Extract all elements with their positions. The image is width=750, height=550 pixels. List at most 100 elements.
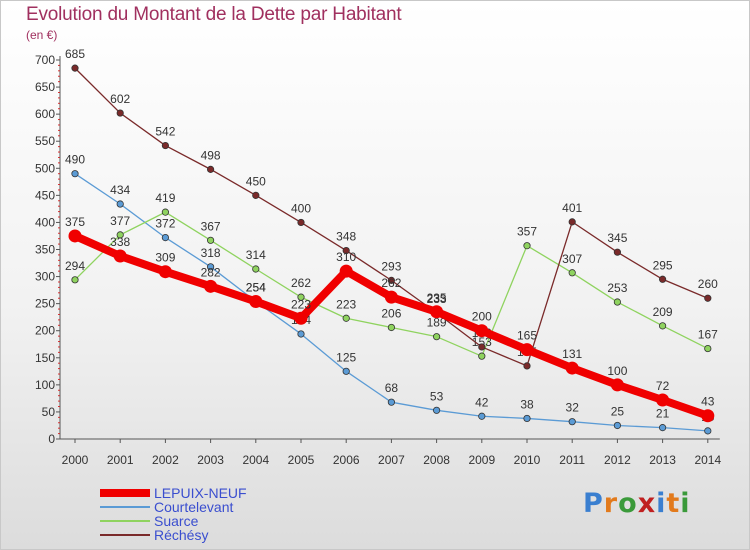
data-label-r-ch-sy: 542: [155, 125, 175, 139]
data-point-r-ch-sy: [658, 275, 667, 283]
y-tick-label: 0: [48, 432, 55, 446]
x-tick-label: 2007: [378, 453, 405, 467]
data-label-suarce: 262: [291, 276, 311, 290]
data-label-lepuix-neuf: 43: [701, 395, 715, 409]
y-tick-label: 300: [35, 270, 55, 284]
y-tick-label: 250: [35, 297, 55, 311]
data-label-r-ch-sy: 450: [246, 174, 266, 188]
legend-swatch: [100, 520, 150, 522]
y-tick-label: 150: [35, 351, 55, 365]
y-tick-label: 650: [35, 80, 55, 94]
data-point-courtelevant: [568, 418, 576, 426]
legend-item: Réchésy: [100, 527, 320, 543]
data-label-suarce: 253: [607, 281, 627, 295]
data-point-lepuix-neuf: [656, 393, 670, 407]
data-label-lepuix-neuf: 309: [155, 251, 175, 265]
data-point-lepuix-neuf: [113, 249, 127, 263]
data-label-lepuix-neuf: 262: [381, 276, 401, 290]
y-tick-label: 700: [35, 53, 55, 67]
x-tick-label: 2006: [333, 453, 360, 467]
data-point-r-ch-sy: [568, 218, 576, 226]
data-point-courtelevant: [523, 414, 531, 423]
x-tick-label: 2012: [604, 453, 631, 467]
legend-swatch: [100, 534, 150, 536]
data-point-suarce: [71, 276, 79, 284]
data-label-suarce: 189: [427, 316, 447, 330]
x-tick-label: 2000: [62, 453, 89, 467]
data-point-courtelevant: [658, 424, 667, 432]
data-label-suarce: 206: [381, 306, 401, 320]
x-tick-label: 2013: [649, 453, 676, 467]
data-point-suarce: [432, 333, 441, 341]
data-point-courtelevant: [704, 427, 712, 435]
data-label-r-ch-sy: 602: [110, 92, 130, 106]
data-point-suarce: [116, 231, 124, 239]
logo-letter: r: [603, 488, 619, 519]
logo-letter: i: [656, 488, 667, 519]
data-point-suarce: [658, 322, 667, 330]
data-label-courtelevant: 372: [155, 217, 175, 231]
x-tick-label: 2011: [559, 453, 585, 467]
data-point-courtelevant: [116, 200, 124, 208]
data-label-lepuix-neuf: 375: [65, 215, 85, 229]
data-label-lepuix-neuf: 282: [201, 265, 221, 279]
data-label-lepuix-neuf: 310: [336, 250, 356, 264]
data-point-r-ch-sy: [71, 64, 79, 72]
data-label-courtelevant: 254: [246, 280, 266, 294]
data-label-r-ch-sy: 260: [698, 277, 718, 291]
data-point-lepuix-neuf: [68, 229, 82, 243]
data-label-lepuix-neuf: 100: [607, 364, 627, 378]
data-point-courtelevant: [387, 398, 395, 406]
data-label-suarce: 294: [65, 259, 85, 273]
y-tick-label: 350: [35, 243, 55, 257]
x-tick-label: 2005: [288, 453, 315, 467]
data-point-suarce: [161, 208, 169, 216]
x-tick-label: 2003: [197, 453, 224, 467]
data-point-lepuix-neuf: [701, 409, 715, 423]
data-label-suarce: 367: [201, 219, 221, 233]
legend-label: Courtelevant: [154, 499, 234, 515]
y-tick-label: 400: [35, 215, 55, 229]
data-point-lepuix-neuf: [565, 361, 579, 375]
data-point-suarce: [568, 269, 576, 277]
data-label-courtelevant: 53: [430, 389, 444, 403]
data-point-courtelevant: [342, 367, 350, 375]
data-label-suarce: 377: [110, 214, 130, 228]
data-label-suarce: 223: [336, 297, 356, 311]
legend-item: Suarce: [100, 513, 320, 529]
data-point-suarce: [297, 293, 305, 301]
data-point-lepuix-neuf: [339, 264, 353, 278]
data-label-r-ch-sy: 400: [291, 201, 311, 215]
chart-title: Evolution du Montant de la Dette par Hab…: [26, 4, 402, 25]
data-label-lepuix-neuf: 338: [110, 235, 130, 249]
data-label-lepuix-neuf: 72: [656, 379, 670, 393]
x-tick-label: 2010: [514, 453, 541, 467]
data-point-r-ch-sy: [161, 141, 169, 150]
data-point-r-ch-sy: [704, 294, 712, 302]
data-label-suarce: 357: [517, 225, 537, 239]
data-point-courtelevant: [297, 330, 305, 338]
data-point-courtelevant: [478, 412, 486, 420]
data-point-r-ch-sy: [613, 248, 622, 256]
data-label-courtelevant: 318: [201, 246, 221, 260]
y-tick-label: 200: [35, 324, 55, 338]
y-tick-label: 100: [35, 378, 55, 392]
data-point-lepuix-neuf: [249, 294, 263, 308]
legend-label: Réchésy: [154, 527, 209, 543]
data-label-lepuix-neuf: 235: [427, 291, 447, 305]
data-point-lepuix-neuf: [430, 305, 444, 319]
data-point-lepuix-neuf: [520, 343, 534, 357]
data-label-courtelevant: 68: [385, 381, 399, 395]
data-label-r-ch-sy: 685: [65, 47, 85, 61]
data-label-courtelevant: 125: [336, 350, 356, 364]
data-point-r-ch-sy: [297, 218, 305, 227]
data-point-suarce: [387, 323, 395, 332]
data-point-suarce: [478, 352, 486, 360]
data-label-r-ch-sy: 401: [562, 201, 582, 215]
x-tick-label: 2001: [107, 453, 134, 467]
data-point-suarce: [613, 298, 622, 306]
y-tick-label: 450: [35, 188, 55, 202]
x-tick-label: 2009: [468, 453, 495, 467]
data-label-suarce: 419: [155, 191, 175, 205]
data-label-lepuix-neuf: 200: [472, 310, 492, 324]
